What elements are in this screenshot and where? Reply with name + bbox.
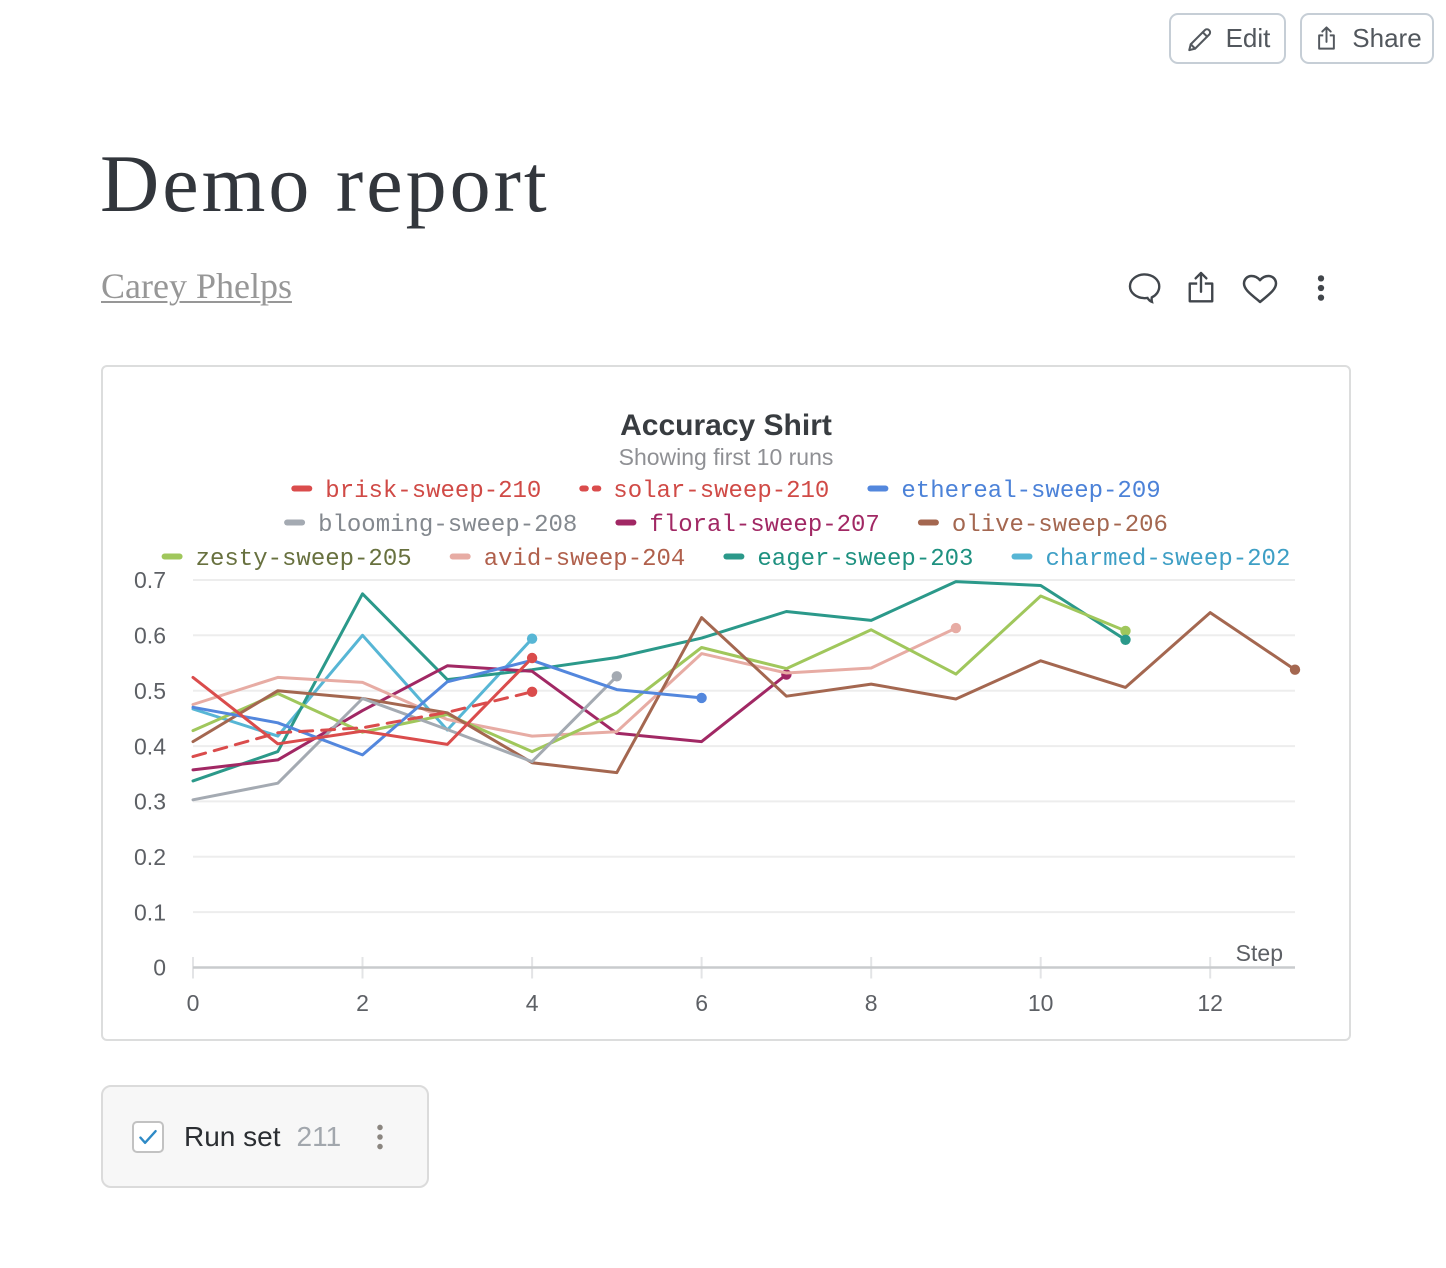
svg-text:Accuracy Shirt: Accuracy Shirt bbox=[620, 409, 832, 442]
svg-text:0.2: 0.2 bbox=[134, 844, 166, 870]
svg-text:ethereal-sweep-209: ethereal-sweep-209 bbox=[901, 478, 1160, 505]
svg-text:0: 0 bbox=[187, 990, 200, 1016]
svg-text:eager-sweep-203: eager-sweep-203 bbox=[757, 546, 973, 573]
svg-text:olive-sweep-206: olive-sweep-206 bbox=[952, 512, 1168, 539]
svg-text:0.1: 0.1 bbox=[134, 899, 166, 925]
svg-text:12: 12 bbox=[1197, 990, 1223, 1016]
svg-text:charmed-sweep-202: charmed-sweep-202 bbox=[1046, 546, 1291, 573]
svg-text:Step: Step bbox=[1236, 940, 1283, 966]
svg-text:0.7: 0.7 bbox=[134, 567, 166, 593]
svg-text:floral-sweep-207: floral-sweep-207 bbox=[649, 512, 879, 539]
svg-text:0.3: 0.3 bbox=[134, 789, 166, 815]
svg-text:0.6: 0.6 bbox=[134, 623, 166, 649]
svg-text:2: 2 bbox=[356, 990, 369, 1016]
svg-text:avid-sweep-204: avid-sweep-204 bbox=[484, 546, 686, 573]
svg-text:6: 6 bbox=[695, 990, 708, 1016]
svg-text:brisk-sweep-210: brisk-sweep-210 bbox=[325, 478, 541, 505]
svg-text:blooming-sweep-208: blooming-sweep-208 bbox=[318, 512, 577, 539]
svg-text:solar-sweep-210: solar-sweep-210 bbox=[613, 478, 829, 505]
svg-text:Showing first 10 runs: Showing first 10 runs bbox=[619, 444, 834, 470]
svg-text:zesty-sweep-205: zesty-sweep-205 bbox=[196, 546, 412, 573]
svg-text:4: 4 bbox=[526, 990, 539, 1016]
svg-text:10: 10 bbox=[1028, 990, 1054, 1016]
svg-text:0.4: 0.4 bbox=[134, 733, 166, 759]
svg-text:0.5: 0.5 bbox=[134, 678, 166, 704]
svg-text:0: 0 bbox=[153, 955, 166, 981]
svg-text:8: 8 bbox=[865, 990, 878, 1016]
